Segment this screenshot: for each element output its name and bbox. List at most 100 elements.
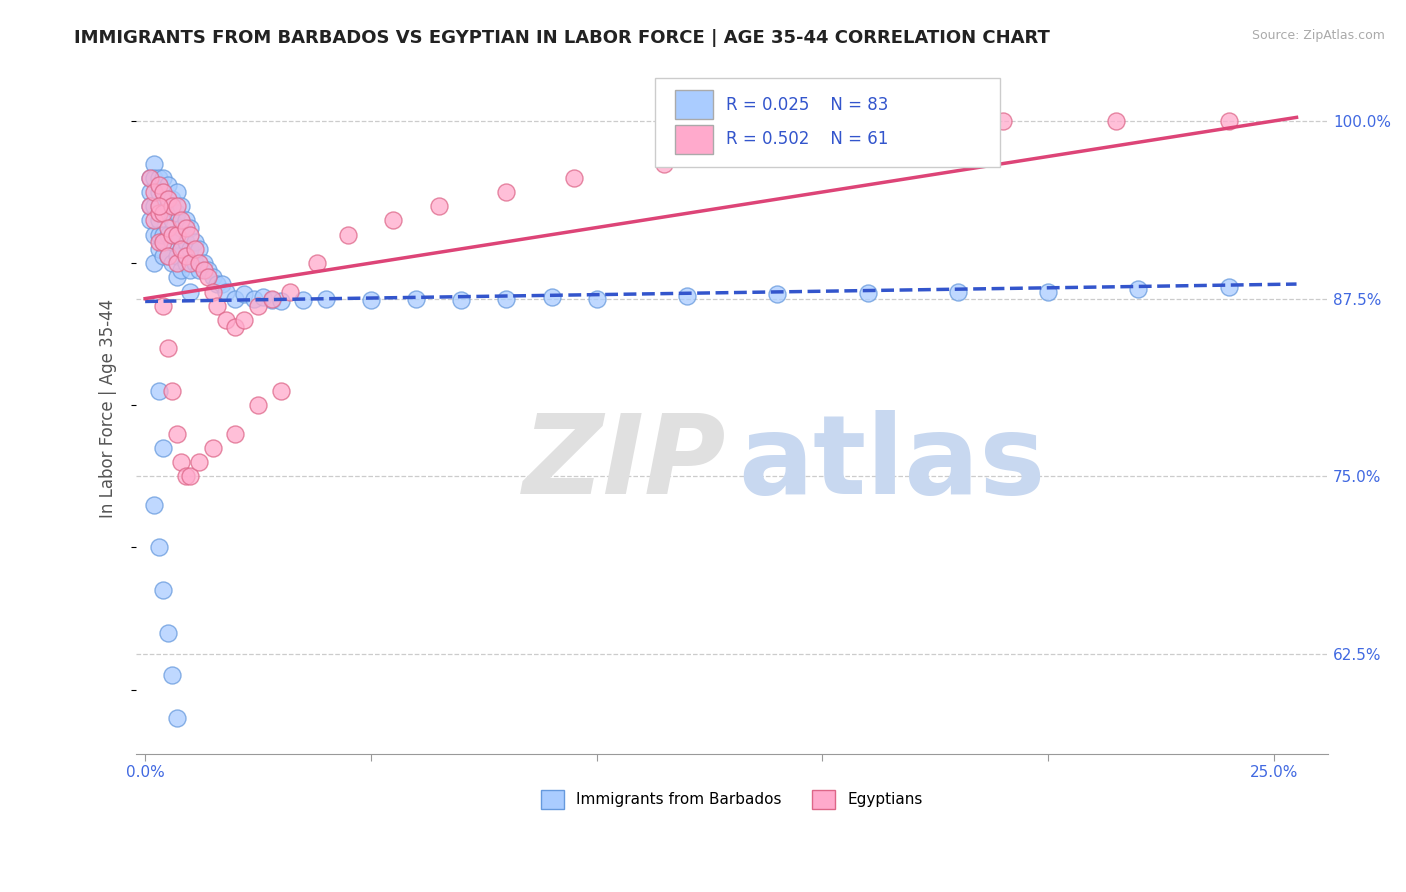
Text: ZIP: ZIP	[523, 410, 725, 517]
Point	[1218, 114, 1240, 128]
Point	[193, 263, 215, 277]
Point	[148, 185, 170, 199]
Point	[170, 242, 193, 256]
Point	[856, 285, 879, 300]
Point	[766, 142, 789, 156]
Point	[174, 249, 197, 263]
Point	[654, 156, 676, 170]
Point	[450, 293, 472, 307]
Point	[166, 199, 188, 213]
Point	[170, 213, 193, 227]
Point	[174, 220, 197, 235]
Point	[179, 242, 201, 256]
Point	[270, 384, 292, 398]
Point	[143, 256, 166, 270]
Point	[138, 199, 160, 213]
Point	[166, 206, 188, 220]
Point	[156, 249, 179, 263]
Point	[160, 668, 183, 682]
Point	[233, 287, 256, 301]
Point	[166, 227, 188, 242]
Point	[270, 294, 292, 309]
Text: atlas: atlas	[738, 410, 1046, 517]
Point	[242, 292, 264, 306]
Bar	[675, 125, 713, 153]
Point	[170, 242, 193, 256]
Point	[184, 242, 207, 256]
Point	[138, 199, 160, 213]
Point	[143, 170, 166, 185]
Legend: Immigrants from Barbados, Egyptians: Immigrants from Barbados, Egyptians	[536, 784, 929, 814]
Point	[495, 292, 517, 306]
Bar	[675, 90, 713, 120]
Point	[138, 170, 160, 185]
Point	[156, 178, 179, 192]
Point	[156, 199, 179, 213]
Point	[170, 455, 193, 469]
Text: IMMIGRANTS FROM BARBADOS VS EGYPTIAN IN LABOR FORCE | AGE 35-44 CORRELATION CHAR: IMMIGRANTS FROM BARBADOS VS EGYPTIAN IN …	[75, 29, 1050, 46]
Point	[152, 249, 174, 263]
Point	[148, 170, 170, 185]
Point	[166, 426, 188, 441]
Point	[166, 185, 188, 199]
Point	[305, 256, 328, 270]
Point	[166, 270, 188, 285]
Point	[152, 441, 174, 455]
Point	[143, 156, 166, 170]
Text: Source: ZipAtlas.com: Source: ZipAtlas.com	[1251, 29, 1385, 42]
Text: R = 0.025    N = 83: R = 0.025 N = 83	[725, 95, 889, 114]
Point	[495, 185, 517, 199]
Y-axis label: In Labor Force | Age 35-44: In Labor Force | Age 35-44	[100, 299, 117, 518]
Point	[148, 199, 170, 213]
Point	[160, 235, 183, 249]
Point	[260, 292, 283, 306]
Point	[170, 199, 193, 213]
Point	[148, 178, 170, 192]
Point	[143, 185, 166, 199]
Point	[879, 128, 901, 142]
Point	[152, 227, 174, 242]
Point	[252, 290, 274, 304]
Point	[1105, 114, 1128, 128]
Point	[148, 227, 170, 242]
Point	[160, 192, 183, 206]
Point	[224, 426, 246, 441]
Point	[184, 256, 207, 270]
Point	[201, 285, 224, 299]
Point	[207, 299, 229, 313]
Point	[160, 227, 183, 242]
Point	[179, 469, 201, 483]
Point	[179, 227, 201, 242]
Point	[152, 582, 174, 597]
Point	[224, 320, 246, 334]
Point	[160, 384, 183, 398]
Point	[201, 270, 224, 285]
Point	[946, 285, 969, 299]
Point	[152, 206, 174, 220]
Point	[138, 170, 160, 185]
Point	[160, 213, 183, 227]
Point	[427, 199, 450, 213]
Point	[179, 220, 201, 235]
Point	[676, 289, 699, 303]
Point	[174, 256, 197, 270]
Point	[166, 249, 188, 263]
Point	[215, 285, 238, 299]
Point	[766, 287, 789, 301]
Point	[188, 242, 211, 256]
Point	[156, 249, 179, 263]
Point	[148, 199, 170, 213]
Point	[292, 293, 315, 307]
Point	[138, 213, 160, 227]
Point	[211, 277, 233, 292]
Point	[152, 299, 174, 313]
Point	[315, 292, 337, 306]
Point	[278, 285, 301, 299]
Point	[174, 469, 197, 483]
Point	[337, 227, 360, 242]
Point	[179, 263, 201, 277]
Point	[215, 313, 238, 327]
Point	[148, 206, 170, 220]
Point	[143, 199, 166, 213]
Point	[585, 292, 607, 306]
